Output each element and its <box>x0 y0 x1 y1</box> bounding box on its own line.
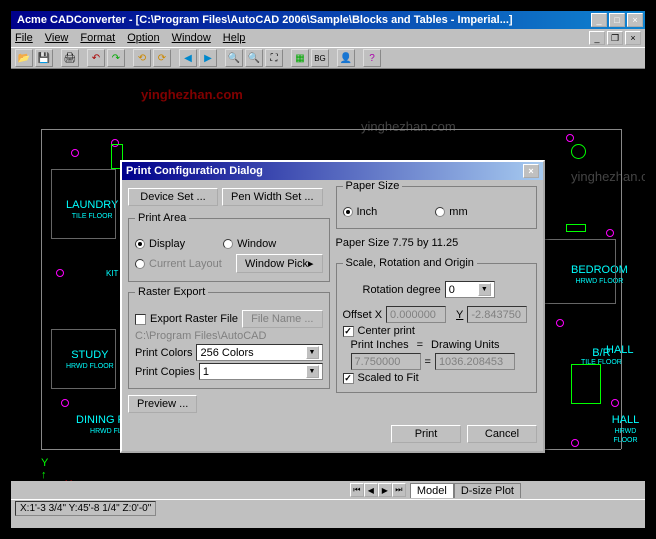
room-hall: HALL <box>612 414 640 426</box>
raster-export-group: Raster Export Export Raster File File Na… <box>128 292 330 389</box>
nav-left-icon[interactable]: ◀ <box>179 49 197 67</box>
room-kitchen: KIT <box>106 269 118 278</box>
undo-icon[interactable]: ↶ <box>87 49 105 67</box>
window-pick-button[interactable]: Window Pick▸ <box>236 254 322 273</box>
paper-size-group: Paper Size Inch mm <box>336 186 538 229</box>
scaled-to-fit-checkbox[interactable] <box>343 373 354 384</box>
rotation-select[interactable]: 0▼ <box>445 281 495 298</box>
tab-dsize-plot[interactable]: D-size Plot <box>454 483 521 498</box>
save-icon[interactable]: 💾 <box>35 49 53 67</box>
tab-first-icon[interactable]: ⏮ <box>350 483 364 497</box>
window-radio[interactable] <box>223 239 233 249</box>
open-icon[interactable]: 📂 <box>15 49 33 67</box>
current-layout-radio <box>135 259 145 269</box>
titlebar: Acme CADConverter - [C:\Program Files\Au… <box>11 11 645 29</box>
display-radio[interactable] <box>135 239 145 249</box>
mdi-maximize-icon[interactable]: ❐ <box>607 31 623 45</box>
menu-option[interactable]: Option <box>127 32 159 44</box>
print-inches-input <box>351 353 421 370</box>
dialog-title: Print Configuration Dialog <box>126 165 523 177</box>
close-icon[interactable]: × <box>627 13 643 27</box>
inch-radio[interactable] <box>343 207 353 217</box>
tab-prev-icon[interactable]: ◀ <box>364 483 378 497</box>
zoom-in-icon[interactable]: 🔍 <box>225 49 243 67</box>
maximize-icon[interactable]: □ <box>609 13 625 27</box>
menu-window[interactable]: Window <box>172 32 211 44</box>
mdi-minimize-icon[interactable]: _ <box>589 31 605 45</box>
preview-button[interactable]: Preview ... <box>128 395 197 413</box>
print-area-group: Print Area Display Window Current Layout… <box>128 218 330 282</box>
paper-size-readout: Paper Size 7.75 by 11.25 <box>336 237 538 249</box>
file-name-button: File Name ... <box>242 310 322 328</box>
device-set-button[interactable]: Device Set ... <box>128 188 218 206</box>
menubar: File View Format Option Window Help _ ❐ … <box>11 29 645 47</box>
mdi-close-icon[interactable]: × <box>625 31 641 45</box>
help-icon[interactable]: ? <box>363 49 381 67</box>
statusbar: X:1'-3 3/4" Y:45'-8 1/4" Z:0'-0" <box>11 499 645 517</box>
axis-indicator: Y↑ →X <box>41 457 48 469</box>
toolbar: 📂 💾 🖨 ↶ ↷ ⟲ ⟳ ◀ ▶ 🔍 🔍 ⛶ ▦ BG 👤 ? <box>11 47 645 69</box>
scale-rotation-group: Scale, Rotation and Origin Rotation degr… <box>336 263 538 393</box>
rotate-cw-icon[interactable]: ⟳ <box>153 49 171 67</box>
pen-width-set-button[interactable]: Pen Width Set ... <box>222 188 323 206</box>
color-icon[interactable]: ▦ <box>291 49 309 67</box>
dialog-titlebar: Print Configuration Dialog × <box>122 162 543 180</box>
export-path: C:\Program Files\AutoCAD <box>135 330 323 342</box>
tab-next-icon[interactable]: ▶ <box>378 483 392 497</box>
print-icon[interactable]: 🖨 <box>61 49 79 67</box>
rotate-ccw-icon[interactable]: ⟲ <box>133 49 151 67</box>
dialog-close-icon[interactable]: × <box>523 164 539 178</box>
print-button[interactable]: Print <box>391 425 461 443</box>
room-br: B/R <box>592 347 610 359</box>
print-copies-select[interactable]: 1▼ <box>199 363 323 380</box>
coords-readout: X:1'-3 3/4" Y:45'-8 1/4" Z:0'-0" <box>15 501 156 516</box>
menu-help[interactable]: Help <box>223 32 246 44</box>
drawing-units-input <box>435 353 515 370</box>
bg-icon[interactable]: BG <box>311 49 329 67</box>
window-title: Acme CADConverter - [C:\Program Files\Au… <box>13 14 591 26</box>
offset-x-input <box>386 306 446 323</box>
nav-right-icon[interactable]: ▶ <box>199 49 217 67</box>
tab-last-icon[interactable]: ⏭ <box>392 483 406 497</box>
export-raster-checkbox[interactable] <box>135 314 146 325</box>
print-colors-select[interactable]: 256 Colors▼ <box>196 344 322 361</box>
tab-model[interactable]: Model <box>410 483 454 498</box>
menu-format[interactable]: Format <box>80 32 115 44</box>
zoom-extents-icon[interactable]: ⛶ <box>265 49 283 67</box>
mm-radio[interactable] <box>435 207 445 217</box>
layout-tabs: ⏮ ◀ ▶ ⏭ Model D-size Plot <box>11 481 645 499</box>
print-config-dialog: Print Configuration Dialog × Device Set … <box>120 160 545 453</box>
menu-file[interactable]: File <box>15 32 33 44</box>
menu-view[interactable]: View <box>45 32 69 44</box>
offset-y-input <box>467 306 527 323</box>
minimize-icon[interactable]: _ <box>591 13 607 27</box>
zoom-out-icon[interactable]: 🔍 <box>245 49 263 67</box>
watermark: yinghezhan.com <box>141 87 243 102</box>
redo-icon[interactable]: ↷ <box>107 49 125 67</box>
user-icon[interactable]: 👤 <box>337 49 355 67</box>
cancel-button[interactable]: Cancel <box>467 425 537 443</box>
center-print-checkbox[interactable] <box>343 326 354 337</box>
